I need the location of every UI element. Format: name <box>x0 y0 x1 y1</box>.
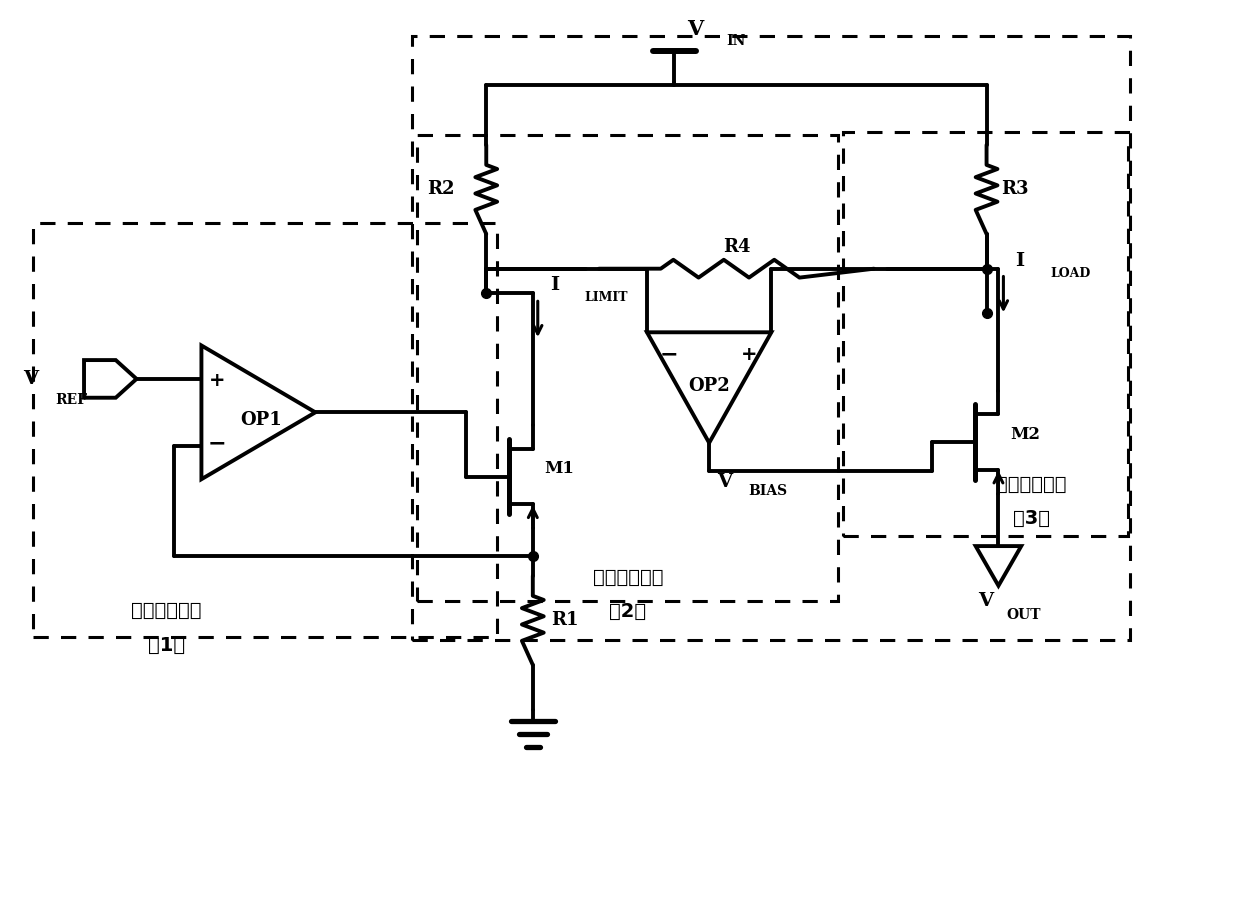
Text: +: + <box>210 371 226 390</box>
Text: LIMIT: LIMIT <box>584 292 627 304</box>
Text: OP1: OP1 <box>241 411 283 430</box>
Text: R3: R3 <box>1002 180 1029 198</box>
Text: （1）: （1） <box>148 636 185 655</box>
Text: R4: R4 <box>723 238 750 256</box>
Text: V: V <box>687 19 703 39</box>
Text: I: I <box>549 276 559 294</box>
Text: REF: REF <box>56 393 87 406</box>
Text: I: I <box>1016 252 1024 270</box>
Text: V: V <box>24 370 38 388</box>
Text: V: V <box>978 592 993 610</box>
Text: IN: IN <box>725 34 745 48</box>
Text: −: − <box>208 434 227 454</box>
Text: （2）: （2） <box>609 602 646 621</box>
Text: OP2: OP2 <box>688 377 730 395</box>
Text: V: V <box>717 473 732 491</box>
Text: BIAS: BIAS <box>749 484 787 499</box>
Text: R2: R2 <box>427 180 455 198</box>
Text: OUT: OUT <box>1007 608 1040 623</box>
Text: M1: M1 <box>544 460 574 477</box>
Text: 负载开关单元: 负载开关单元 <box>996 475 1066 494</box>
Text: 基准电流单元: 基准电流单元 <box>131 601 202 620</box>
Text: M2: M2 <box>1011 426 1040 442</box>
Text: R1: R1 <box>551 612 578 630</box>
Text: +: + <box>742 344 758 363</box>
Text: 限流检测单元: 限流检测单元 <box>593 569 663 588</box>
Text: （3）: （3） <box>1013 509 1049 527</box>
Text: −: − <box>660 344 678 364</box>
Text: LOAD: LOAD <box>1050 266 1090 280</box>
